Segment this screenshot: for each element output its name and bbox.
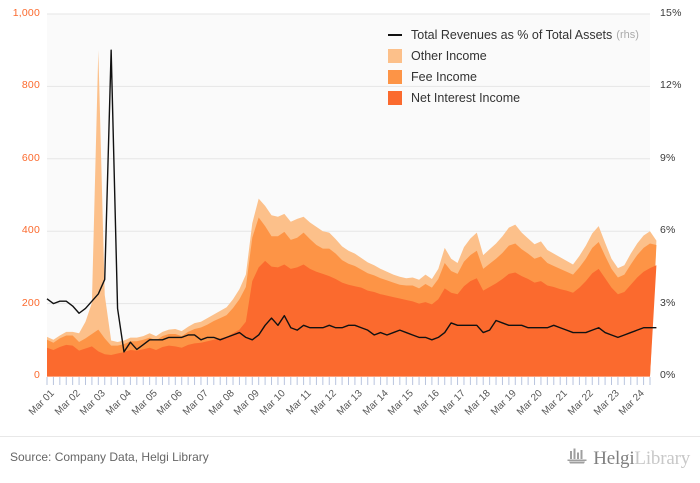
brand-name-secondary: Library [634,447,690,469]
legend-item-net-interest-income[interactable]: Net Interest Income [388,87,650,108]
chart-legend: Total Revenues as % of Total Assets (rhs… [388,24,650,108]
legend-axis-note: (rhs) [616,28,639,41]
line-marker-icon [388,28,402,42]
brand-logo: Helgi Library [566,447,690,470]
legend-item-other-income[interactable]: Other Income [388,45,650,66]
source-note: Source: Company Data, Helgi Library [10,450,209,464]
y-axis-left-tick-label: 200 [21,296,40,309]
revenue-ratio-line [46,49,657,353]
y-axis-right-tick-label: 15% [660,7,682,19]
swatch-icon-other-income [388,48,402,63]
footer-divider [0,436,700,437]
y-axis-right-tick-label: 3% [660,296,676,309]
helgi-library-book-icon [566,447,588,470]
y-axis-left-tick-label: 400 [21,224,40,237]
total-revenues-pct-line [46,49,657,353]
legend-item-total-revenues[interactable]: Total Revenues as % of Total Assets (rhs… [388,24,650,45]
net-interest-income-area [47,260,657,376]
y-axis-left-tick-label: 600 [21,151,40,164]
y-axis-left-tick-label: 1,000 [12,7,40,19]
y-axis-right-tick-label: 9% [660,151,676,164]
legend-label: Net Interest Income [411,90,521,105]
brand-name-primary: Helgi [593,447,635,469]
legend-label: Fee Income [411,69,478,84]
y-axis-right-tick-label: 12% [660,79,682,92]
legend-label: Total Revenues as % of Total Assets [411,27,613,42]
swatch-icon-net-interest-income [388,90,402,105]
y-axis-right-tick-label: 6% [660,224,676,237]
x-axis-ticks [46,377,651,385]
y-axis-left-tick-label: 800 [21,79,40,92]
swatch-icon-fee-income [388,69,402,84]
stacked-area-series [47,50,657,376]
legend-item-fee-income[interactable]: Fee Income [388,66,650,87]
legend-label: Other Income [411,48,487,63]
y-axis-right-tick-label: 0% [660,369,676,381]
y-axis-left-tick-label: 0 [33,369,40,381]
